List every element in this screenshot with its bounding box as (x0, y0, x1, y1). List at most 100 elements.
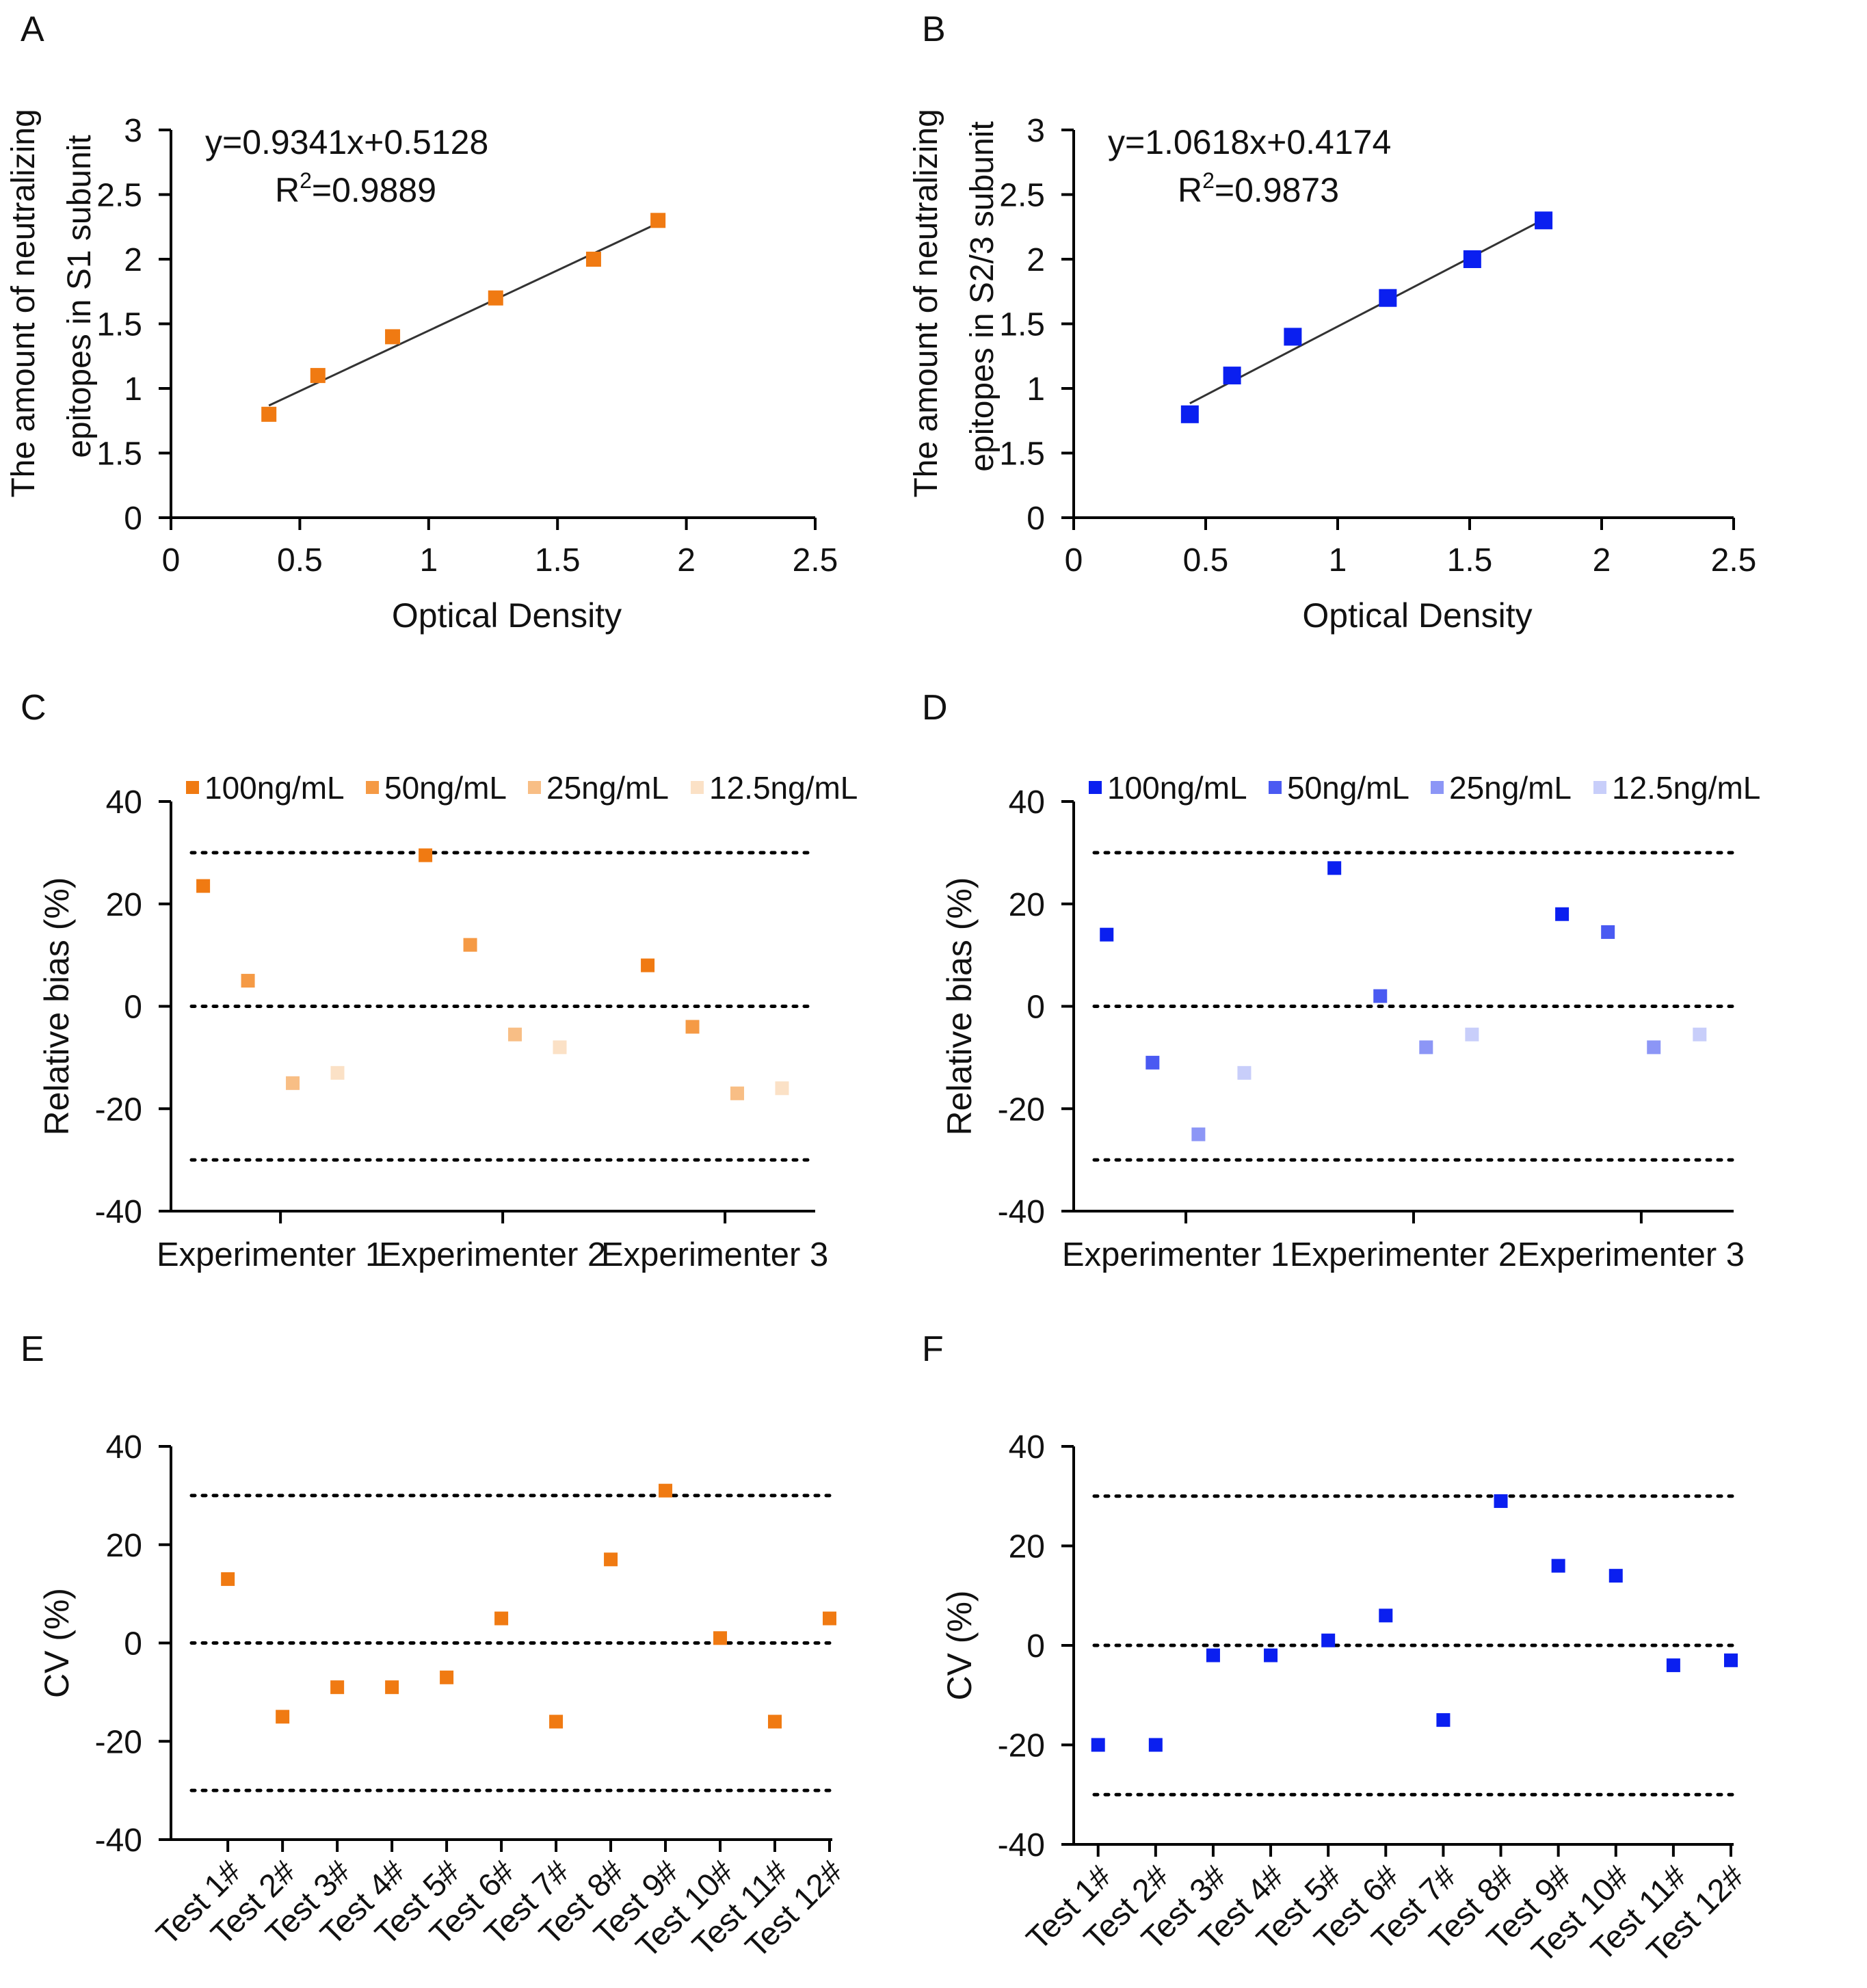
panel-b: B 0 1.5 1 1.5 2 2.5 3 0 0.5 1 1.5 2 2.5 Optical Densit… (908, 10, 1756, 635)
data-point (1100, 927, 1114, 942)
y-tick-label: -40 (998, 1194, 1045, 1230)
y-tick-label: 3 (124, 113, 142, 149)
data-point (1180, 405, 1199, 423)
data-point (775, 1081, 789, 1096)
data-point (641, 958, 655, 972)
y-tick-label: -20 (95, 1091, 142, 1128)
group-label: Experimenter 1 (1062, 1236, 1289, 1273)
y-axis-title: Relative bias (%) (940, 877, 979, 1136)
data-point (1463, 250, 1481, 268)
regression-line (1189, 218, 1544, 405)
y-tick-label: -20 (95, 1724, 142, 1760)
x-axis-title: Optical Density (392, 596, 622, 635)
data-point (713, 1631, 728, 1645)
panel-label-f: F (922, 1329, 944, 1369)
data-point (823, 1611, 836, 1626)
data-point (1191, 1127, 1206, 1141)
y-tick-label: 20 (1009, 887, 1045, 923)
data-point (604, 1552, 618, 1567)
y-tick-label: 3 (1027, 113, 1045, 149)
panel-label-a: A (21, 10, 44, 49)
regression-equation: y=0.9341x+0.5128 (205, 123, 488, 161)
panel-c: C -40 -20 0 20 40 Relative bias (%) Experimente… (21, 688, 858, 1273)
y-tick-label: 0 (1027, 990, 1045, 1026)
data-point (1535, 211, 1553, 230)
data-point (1647, 1040, 1661, 1055)
data-point (276, 1710, 290, 1724)
legend-swatch (366, 781, 379, 794)
panel-label-c: C (21, 688, 47, 728)
y-tick-label: 2.5 (96, 178, 142, 214)
data-point (1465, 1027, 1479, 1042)
data-point (1284, 328, 1302, 346)
x-tick-label: 0 (1065, 542, 1083, 579)
data-point (1494, 1494, 1508, 1509)
data-point (685, 1020, 700, 1034)
y-tick-label: 0 (124, 501, 142, 537)
group-label: Experimenter 2 (1290, 1236, 1517, 1273)
data-point (494, 1611, 509, 1626)
y-axis-title-line2: epitopes in S2/3 subunit (964, 121, 1001, 471)
legend-label: 12.5ng/mL (709, 770, 858, 806)
data-point (553, 1040, 567, 1055)
y-tick-label: 20 (1009, 1529, 1045, 1565)
y-tick-label: -40 (95, 1194, 142, 1230)
data-point (1608, 1569, 1623, 1583)
y-axis-title-line1: The amount of neutralizing (5, 109, 42, 497)
panel-label-e: E (21, 1329, 44, 1369)
y-axis-title: Relative bias (%) (38, 877, 76, 1136)
data-point (1551, 1559, 1565, 1573)
x-tick-label: 0.5 (277, 542, 323, 579)
y-tick-label: -40 (95, 1823, 142, 1859)
data-point (463, 938, 477, 952)
y-tick-label: 1.5 (999, 436, 1045, 473)
y-tick-label: 2.5 (999, 178, 1045, 214)
data-point (659, 1483, 673, 1498)
data-point (440, 1670, 454, 1684)
group-label: Experimenter 2 (379, 1236, 606, 1273)
data-point (261, 406, 277, 422)
data-point (1379, 1608, 1393, 1623)
legend-label: 100ng/mL (1107, 770, 1247, 806)
panel-label-b: B (922, 10, 946, 49)
x-tick-label: 2 (677, 542, 696, 579)
data-point (730, 1086, 745, 1100)
group-label: Experimenter 1 (157, 1236, 384, 1273)
legend-label: 25ng/mL (546, 770, 669, 806)
y-tick-label: 0 (1027, 501, 1045, 537)
x-axis-title: Optical Density (1302, 596, 1532, 635)
data-point (1555, 907, 1570, 921)
y-tick-label: 20 (106, 1528, 142, 1564)
legend-label: 12.5ng/mL (1612, 770, 1760, 806)
y-tick-label: 2 (1027, 242, 1045, 278)
data-point (1146, 1055, 1160, 1070)
x-tick-label: 0.5 (1183, 542, 1229, 579)
data-point (385, 1680, 399, 1695)
legend-label: 25ng/mL (1449, 770, 1572, 806)
legend-swatch (528, 781, 541, 794)
data-point (508, 1027, 522, 1042)
data-point (549, 1714, 564, 1729)
data-point (1206, 1648, 1220, 1662)
r-squared-label: R2=0.9889 (275, 168, 436, 209)
y-tick-label: 2 (124, 242, 142, 278)
y-tick-label: 40 (106, 1429, 142, 1466)
data-point (385, 329, 401, 345)
data-point (221, 1572, 235, 1587)
y-axis-title-line1: The amount of neutralizing (908, 109, 944, 497)
y-axis-title-line2: epitopes in S1 subunit (62, 135, 98, 458)
data-point (1601, 925, 1615, 939)
y-tick-label: 1.5 (999, 307, 1045, 343)
y-tick-label: 40 (106, 784, 142, 821)
y-axis-title: CV (%) (940, 1590, 979, 1700)
x-tick-label: 0 (162, 542, 181, 579)
y-tick-label: -40 (998, 1827, 1045, 1864)
legend-swatch (186, 781, 199, 794)
data-point (330, 1680, 345, 1695)
r-squared-label: R2=0.9873 (1178, 168, 1339, 209)
data-point (1379, 289, 1397, 307)
group-label: Experimenter 3 (601, 1236, 828, 1273)
y-tick-label: -20 (998, 1728, 1045, 1764)
data-point (1373, 989, 1388, 1003)
